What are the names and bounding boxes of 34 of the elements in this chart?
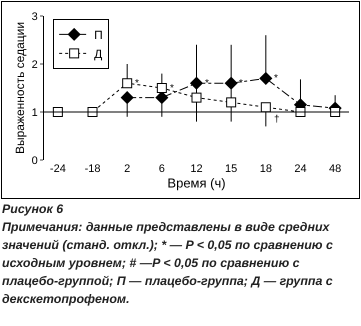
y-tick-label: 3 xyxy=(32,10,38,23)
annotation: * xyxy=(274,73,278,84)
point xyxy=(155,91,168,104)
x-tick-label: 24 xyxy=(294,163,307,175)
y-tick-label: 2 xyxy=(32,58,38,71)
point xyxy=(156,83,167,93)
x-tick-label: 48 xyxy=(329,163,342,175)
point xyxy=(190,76,203,90)
x-tick-label: 18 xyxy=(260,163,272,175)
text: Рисунок 6 xyxy=(2,201,64,218)
annotation: * xyxy=(135,78,139,89)
point xyxy=(260,102,271,112)
y-tick-label: 0 xyxy=(32,154,38,167)
point xyxy=(120,91,134,104)
legend-label: Д xyxy=(94,47,102,62)
x-axis-title: Время (ч) xyxy=(167,176,226,191)
x-tick-label: 15 xyxy=(225,163,238,175)
point xyxy=(192,92,202,103)
point xyxy=(224,76,238,90)
point xyxy=(122,78,132,88)
annotation: * xyxy=(170,83,174,94)
x-tick-label: -24 xyxy=(50,163,66,175)
point xyxy=(226,97,236,108)
x-tick-label: -18 xyxy=(84,163,100,175)
point xyxy=(259,72,272,85)
annotation: † xyxy=(274,114,280,125)
x-tick-label: 2 xyxy=(124,163,130,175)
x-tick-label: 12 xyxy=(190,163,203,175)
y-axis-title: Выраженность седации xyxy=(12,22,27,154)
annotation: * xyxy=(205,78,209,89)
text: Примечания: данные представлены в виде средних значений (станд. откл.); * — P < 0,05 по сравнению с исходным уровнем; # —P < 0,05 по сравнению с плацебо-группой; П — плацебо-группа; Д — группа с декскетопрофеном. xyxy=(2,219,334,308)
legend-label: П xyxy=(94,28,103,42)
x-tick-label: 6 xyxy=(158,163,165,175)
y-tick-label: 1 xyxy=(32,106,38,119)
